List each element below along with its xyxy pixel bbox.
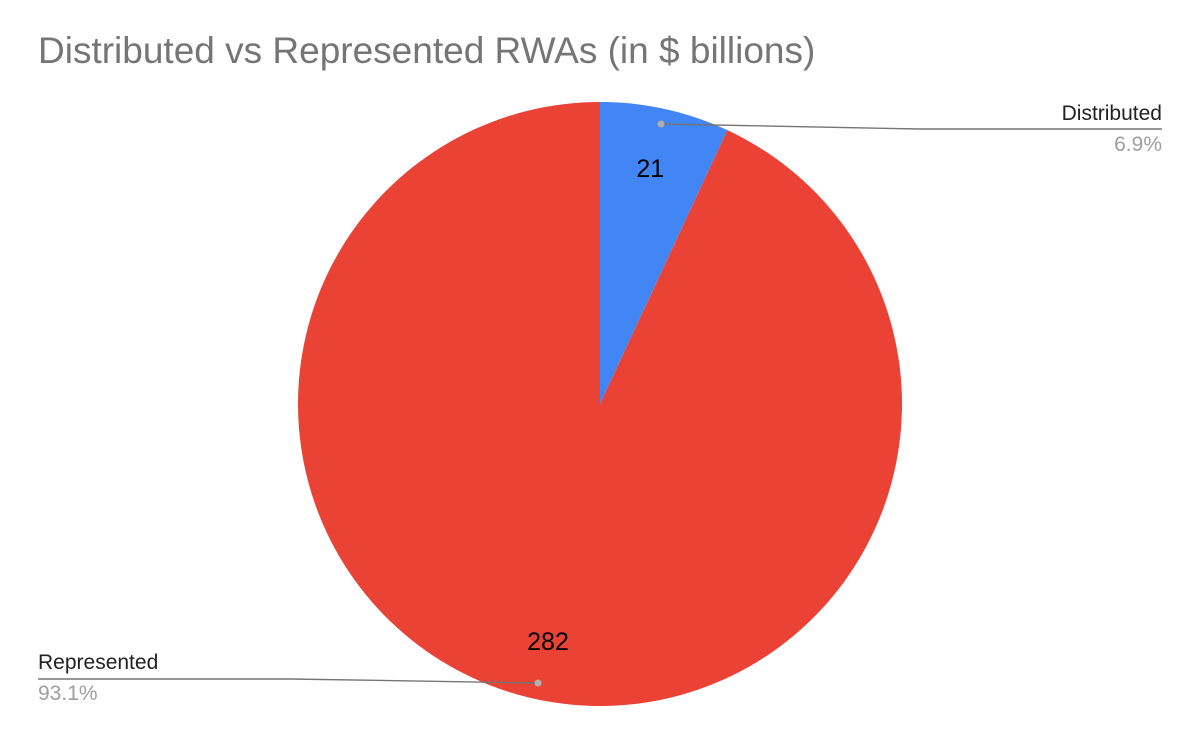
leader-line-represented: [38, 678, 539, 684]
slices-layer: [297, 102, 902, 707]
slice-value-label-distributed: 21: [636, 155, 664, 183]
leader-lines-layer: [38, 120, 1162, 687]
slice-name-label-represented: Represented: [38, 651, 158, 674]
leader-dot-distributed: [657, 120, 665, 128]
leader-dot-represented: [534, 679, 542, 687]
pie-slice-represented: [297, 102, 902, 707]
slice-value-label-represented: 282: [527, 628, 569, 656]
slice-name-label-distributed: Distributed: [1062, 102, 1162, 125]
slice-percent-label-distributed: 6.9%: [1114, 133, 1162, 156]
labels-layer: 21 Distributed 6.9% 282 Represented 93.1%: [38, 102, 1162, 705]
pie-slice-distributed: [600, 102, 728, 404]
leader-line-distributed: [660, 123, 1162, 130]
chart-title: Distributed vs Represented RWAs (in $ bi…: [38, 30, 816, 71]
slice-percent-label-represented: 93.1%: [38, 682, 98, 705]
